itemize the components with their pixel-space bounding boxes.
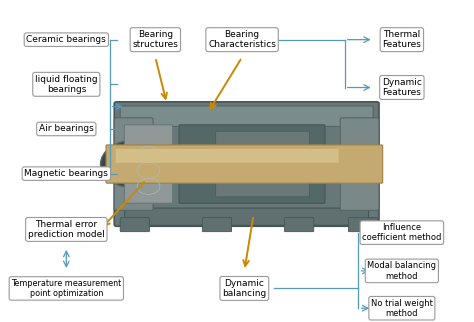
FancyBboxPatch shape [120, 218, 149, 232]
Text: Thermal
Features: Thermal Features [383, 30, 421, 49]
FancyBboxPatch shape [340, 118, 379, 210]
Text: No trial weight
method: No trial weight method [371, 298, 433, 318]
FancyBboxPatch shape [106, 145, 383, 183]
Circle shape [109, 147, 160, 182]
FancyBboxPatch shape [216, 131, 310, 197]
FancyBboxPatch shape [124, 125, 173, 203]
FancyBboxPatch shape [120, 106, 373, 127]
Text: Dynamic
balancing: Dynamic balancing [222, 279, 266, 298]
FancyBboxPatch shape [114, 102, 379, 226]
Text: Bearing
Characteristics: Bearing Characteristics [208, 30, 276, 49]
FancyBboxPatch shape [348, 218, 378, 232]
Text: Magnetic bearings: Magnetic bearings [24, 169, 108, 178]
FancyBboxPatch shape [116, 149, 338, 163]
Text: Air bearings: Air bearings [39, 125, 94, 133]
Text: Modal balancing
method: Modal balancing method [367, 261, 437, 280]
Circle shape [100, 140, 169, 188]
Text: liquid floating
bearings: liquid floating bearings [35, 75, 98, 94]
Text: Ceramic bearings: Ceramic bearings [27, 35, 106, 44]
FancyBboxPatch shape [284, 218, 314, 232]
Text: Influence
coefficient method: Influence coefficient method [362, 223, 442, 242]
FancyBboxPatch shape [179, 125, 325, 203]
Text: Thermal error
prediction model: Thermal error prediction model [28, 220, 105, 239]
FancyBboxPatch shape [202, 218, 232, 232]
FancyBboxPatch shape [114, 118, 153, 210]
Text: Temperature measurement
point optimization: Temperature measurement point optimizati… [11, 279, 121, 298]
Text: Bearing
structures: Bearing structures [132, 30, 178, 49]
FancyBboxPatch shape [125, 208, 368, 225]
Text: Dynamic
Features: Dynamic Features [382, 78, 422, 97]
